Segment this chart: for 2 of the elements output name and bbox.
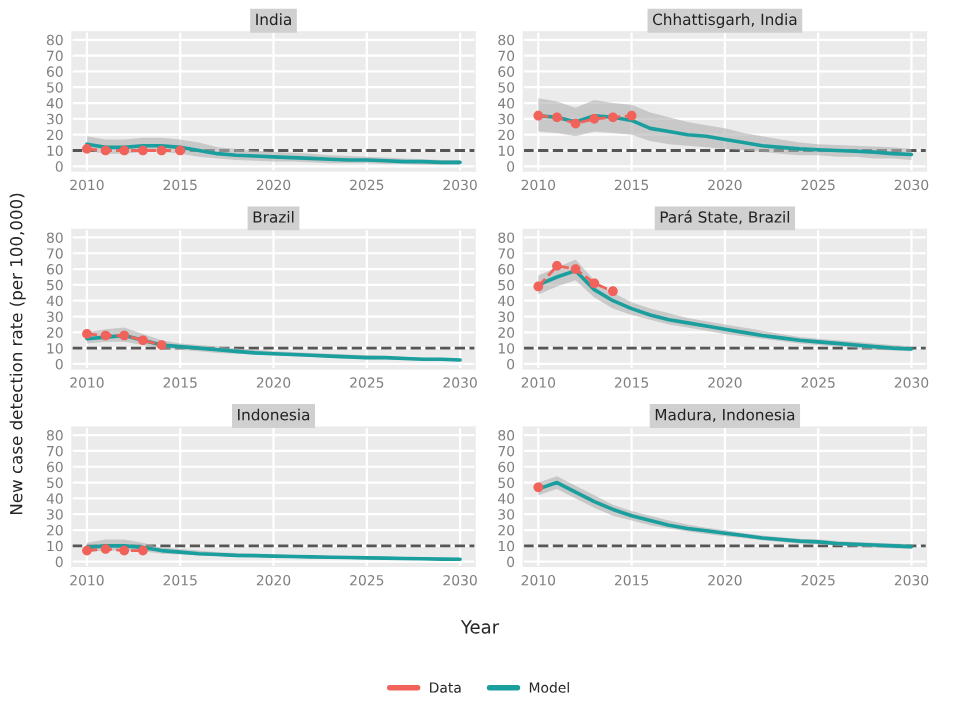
x-axis-title: Year bbox=[460, 620, 500, 634]
y-axis-title: New case detection rate (per 100,000) bbox=[9, 193, 26, 515]
